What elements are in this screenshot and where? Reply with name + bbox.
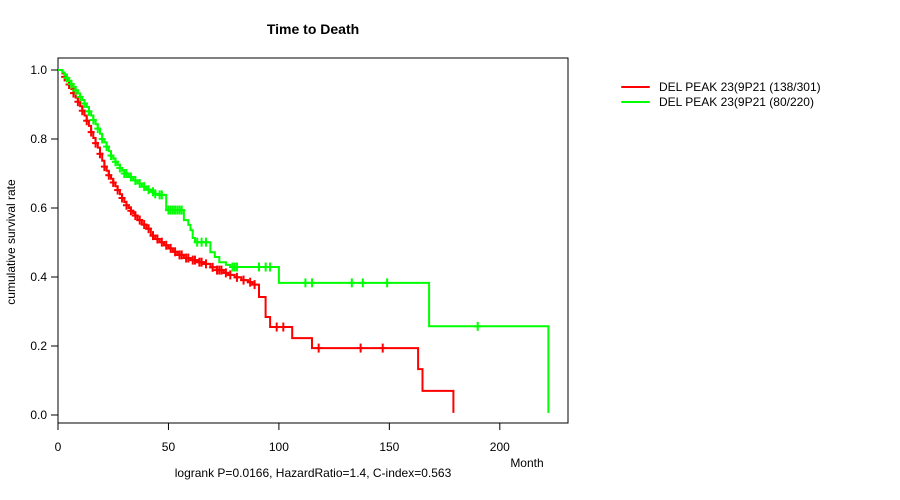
y-tick-label: 0.8 [30,132,47,146]
y-tick-label: 1.0 [30,63,47,77]
legend-label: DEL PEAK 23(9P21 (80/220) [659,94,814,109]
legend-item-red: DEL PEAK 23(9P21 (138/301) [621,79,821,94]
y-tick-label: 0.4 [30,270,47,284]
y-tick-label: 0.6 [30,201,47,215]
x-tick-label: 150 [379,440,399,454]
green-line-swatch [621,100,650,103]
x-axis-label: Month [510,456,544,470]
y-tick-label: 0.0 [30,408,47,422]
x-tick-label: 200 [490,440,510,454]
x-tick-label: 50 [162,440,176,454]
legend: DEL PEAK 23(9P21 (138/301) DEL PEAK 23(9… [621,79,821,109]
legend-item-green: DEL PEAK 23(9P21 (80/220) [621,94,821,109]
chart-title: Time to Death [266,21,360,37]
x-tick-label: 0 [55,440,62,454]
red-line-swatch [621,85,650,88]
y-tick-label: 0.2 [30,339,47,353]
survival-curve-red [58,69,455,413]
x-tick-label: 100 [269,440,289,454]
plot-frame [57,57,569,424]
legend-label: DEL PEAK 23(9P21 (138/301) [659,79,821,94]
survival-curve-green [58,69,550,413]
y-axis-label: cumulative survival rate [4,179,18,305]
stats-annotation: logrank P=0.0166, HazardRatio=1.4, C-ind… [174,466,452,480]
